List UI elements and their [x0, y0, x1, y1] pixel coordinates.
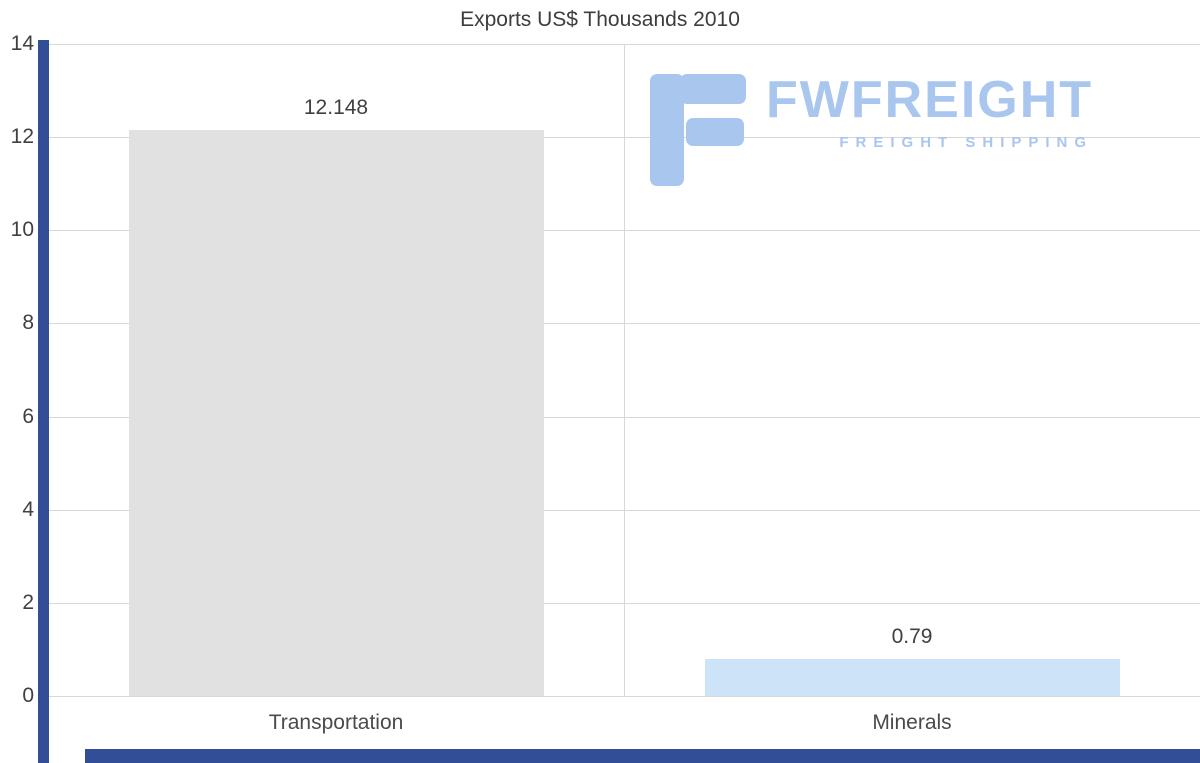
- logo-tagline: FREIGHT SHIPPING: [839, 134, 1094, 151]
- logo-icon-middle-bar: [686, 118, 744, 146]
- y-tick-label: 4: [22, 497, 34, 521]
- bar-value-label: 0.79: [891, 625, 933, 649]
- x-axis-line: [85, 749, 1200, 763]
- y-axis-line: [38, 40, 49, 763]
- logo-icon-vertical-bar: [650, 74, 684, 186]
- category-divider-gridline: [624, 44, 625, 696]
- y-tick-label: 2: [22, 590, 34, 614]
- y-tick-label: 14: [10, 32, 34, 55]
- y-tick-label: 6: [22, 404, 34, 428]
- bar-transportation: [129, 130, 544, 696]
- y-tick-label: 8: [22, 311, 34, 335]
- y-tick-label: 10: [10, 218, 34, 242]
- logo-icon-top-bar: [680, 74, 746, 104]
- bar-minerals: [705, 659, 1120, 696]
- bar-value-label: 12.148: [303, 96, 369, 120]
- logo: FWFREIGHT FREIGHT SHIPPING: [650, 72, 1150, 192]
- y-tick-label: 12: [10, 125, 34, 149]
- x-category-label: Transportation: [268, 711, 404, 734]
- x-category-label: Minerals: [872, 711, 952, 734]
- y-tick-label: 0: [22, 684, 34, 707]
- logo-text: FWFREIGHT FREIGHT SHIPPING: [766, 72, 1093, 151]
- chart-title: Exports US$ Thousands 2010: [460, 8, 740, 31]
- gridline: [48, 696, 1200, 697]
- logo-wordmark: FWFREIGHT: [766, 71, 1094, 129]
- logo-icon: [650, 72, 752, 188]
